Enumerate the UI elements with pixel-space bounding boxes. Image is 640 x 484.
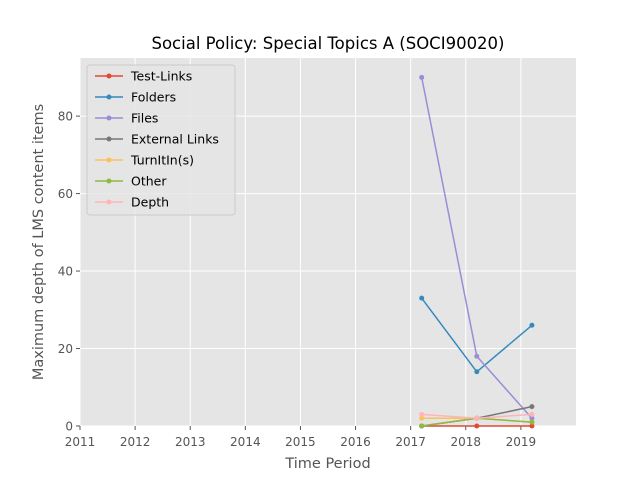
legend-item: External Links	[95, 132, 219, 147]
legend-marker	[106, 157, 112, 163]
y-tick-label: 0	[65, 420, 73, 434]
y-tick-label: 80	[58, 110, 73, 124]
data-point	[529, 322, 535, 328]
legend-item: Depth	[95, 195, 169, 210]
x-tick-label: 2018	[451, 435, 482, 449]
x-tick-label: 2016	[340, 435, 371, 449]
legend-item: Folders	[95, 90, 176, 105]
data-point	[474, 423, 480, 429]
axis-ticks: 2011 2012 2013 2014 2015 2016 2017 2018 2019 0 20 4…	[58, 110, 536, 449]
data-point	[529, 404, 535, 410]
series-depth	[419, 411, 535, 421]
data-point	[419, 295, 425, 301]
y-tick-label: 20	[58, 342, 73, 356]
legend-box	[86, 64, 236, 216]
legend-marker	[106, 178, 112, 184]
x-tick-label: 2011	[65, 435, 96, 449]
data-point	[474, 369, 480, 375]
legend-marker	[106, 115, 112, 121]
y-tick-label: 40	[58, 265, 73, 279]
data-point	[529, 419, 535, 425]
series-folders	[419, 295, 535, 375]
x-tick-label: 2013	[175, 435, 206, 449]
data-point	[474, 415, 480, 421]
data-point	[474, 353, 480, 359]
legend-label: Test-Links	[130, 69, 192, 84]
legend-item: Test-Links	[95, 69, 192, 84]
legend-marker	[106, 94, 112, 100]
x-tick-label: 2019	[506, 435, 537, 449]
legend-item: TurnItIn(s)	[95, 153, 194, 168]
data-point	[419, 415, 425, 421]
legend: Test-Links Folders Files External Links Turn…	[86, 64, 236, 216]
legend-label: TurnItIn(s)	[130, 153, 194, 168]
y-tick-label: 60	[58, 187, 73, 201]
x-axis-label: Time Period	[284, 456, 370, 472]
chart-title: Social Policy: Special Topics A (SOCI900…	[151, 34, 504, 53]
legend-label: Folders	[131, 90, 176, 105]
legend-marker	[106, 136, 112, 142]
y-axis-label: Maximum depth of LMS content items	[31, 104, 47, 380]
data-point	[529, 415, 535, 421]
legend-marker	[106, 73, 112, 79]
data-point	[419, 411, 425, 417]
series-files	[419, 74, 535, 421]
x-tick-label: 2012	[120, 435, 151, 449]
data-point	[419, 423, 425, 429]
data-point	[529, 411, 535, 417]
legend-marker	[106, 199, 112, 205]
x-tick-label: 2014	[230, 435, 261, 449]
series-lines	[419, 74, 535, 429]
legend-item: Other	[95, 174, 167, 189]
x-tick-label: 2015	[285, 435, 316, 449]
legend-label: External Links	[131, 132, 219, 147]
x-tick-label: 2017	[395, 435, 426, 449]
legend-label: Files	[131, 111, 158, 126]
legend-label: Depth	[131, 195, 169, 210]
data-point	[529, 423, 535, 429]
data-point	[419, 74, 425, 80]
legend-label: Other	[131, 174, 167, 189]
legend-item: Files	[95, 111, 158, 126]
